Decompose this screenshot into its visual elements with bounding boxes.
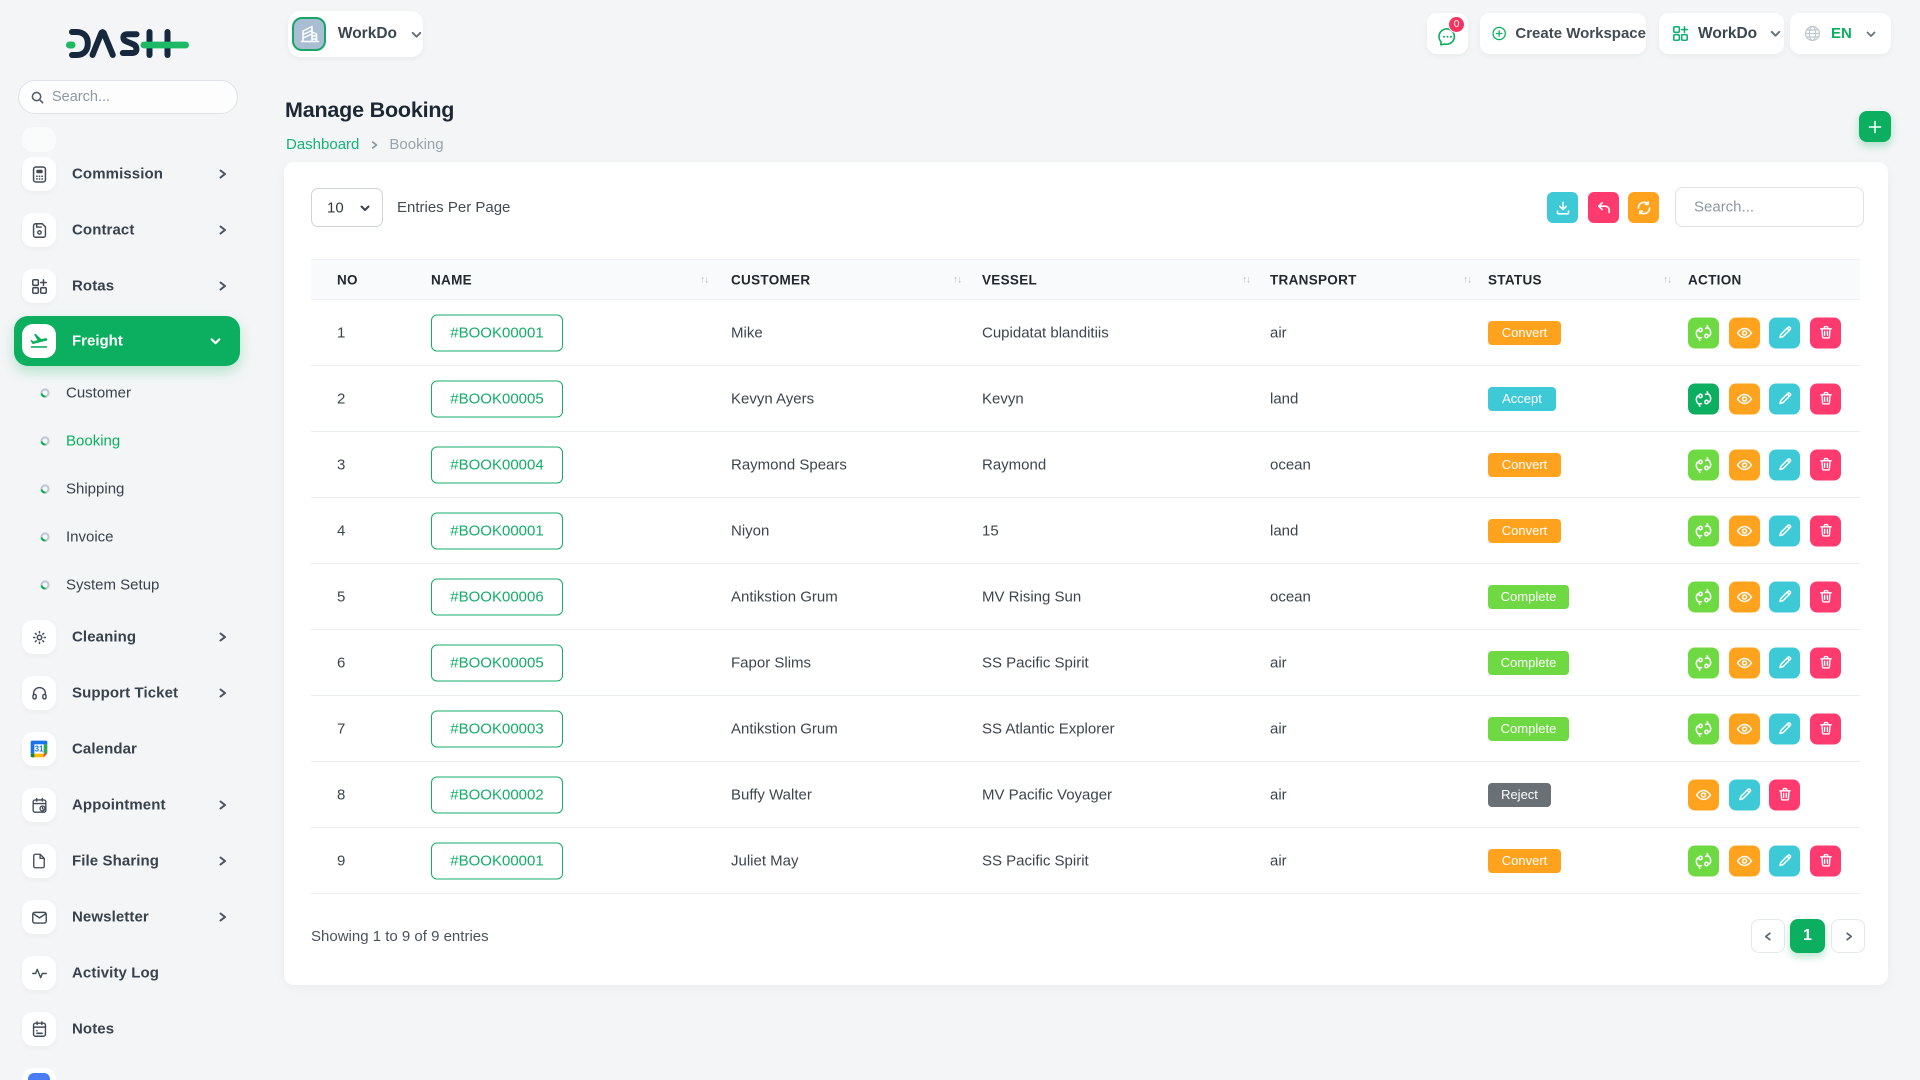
svg-text:31: 31 (35, 745, 44, 754)
